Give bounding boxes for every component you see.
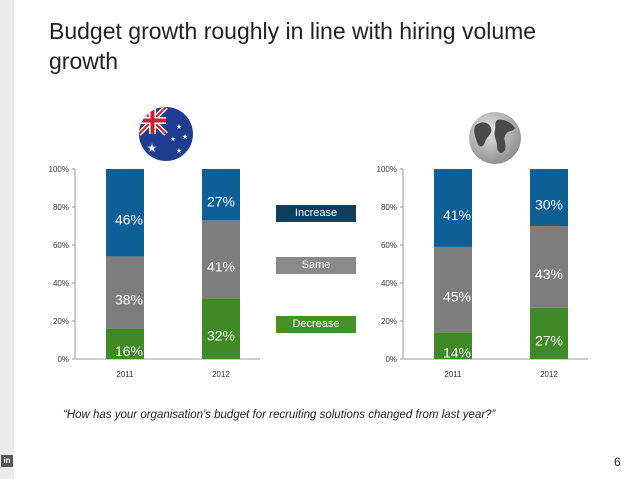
bar-segment-same (530, 226, 568, 308)
data-label: 32% (207, 328, 235, 344)
y-tick-label: 100% (377, 165, 397, 174)
data-label: 41% (443, 207, 471, 223)
bar-segment-increase (434, 169, 472, 247)
bar-segment-same (434, 246, 472, 333)
legend-decrease: Decrease (276, 316, 356, 333)
bar-segment-decrease (434, 332, 472, 359)
survey-question: “How has your organisation's budget for … (63, 409, 496, 421)
bar-segment-decrease (202, 298, 240, 359)
left-brand-strip (0, 0, 14, 479)
data-label: 27% (535, 332, 563, 348)
y-tick-label: 60% (53, 241, 69, 250)
bar-segment-decrease (106, 328, 144, 359)
page-number: 6 (614, 455, 621, 469)
bar-segment-decrease (530, 307, 568, 359)
australia-flag-icon: ★ ★ ★ ★ ★ (139, 107, 193, 161)
svg-text:★: ★ (147, 141, 158, 155)
data-label: 46% (115, 212, 143, 228)
bar-segment-increase (106, 169, 144, 257)
y-tick-label: 100% (49, 165, 69, 174)
chart-australia: 0% 20% 40% 60% 80% 100% 16% 38% 46% 2011 32% 41% 27%… (40, 162, 290, 397)
bar-segment-increase (530, 169, 568, 226)
y-tick-label: 40% (381, 279, 397, 288)
data-label: 16% (115, 343, 143, 359)
svg-text:★: ★ (176, 123, 182, 131)
x-tick-label: 2011 (444, 370, 462, 379)
data-label: 14% (443, 345, 471, 361)
data-label: 43% (535, 266, 563, 282)
bar-segment-same (202, 220, 240, 299)
slide-title: Budget growth roughly in line with hirin… (49, 18, 537, 74)
y-tick-label: 20% (53, 317, 69, 326)
linkedin-icon: in (1, 455, 13, 467)
x-tick-label: 2011 (116, 370, 134, 379)
y-tick-label: 80% (381, 203, 397, 212)
data-label: 45% (443, 289, 471, 305)
data-label: 41% (207, 258, 235, 274)
data-label: 38% (115, 292, 143, 308)
x-tick-label: 2012 (212, 370, 230, 379)
data-label: 27% (207, 194, 235, 210)
globe-icon (469, 112, 521, 164)
legend-increase: Increase (276, 205, 356, 222)
y-tick-label: 80% (53, 203, 69, 212)
y-tick-label: 20% (381, 317, 397, 326)
y-tick-label: 60% (381, 241, 397, 250)
svg-text:★: ★ (170, 136, 175, 143)
data-label: 30% (535, 197, 563, 213)
bar-segment-same (106, 256, 144, 329)
y-tick-label: 0% (57, 355, 69, 364)
y-tick-label: 0% (385, 355, 397, 364)
chart-global: 0% 20% 40% 60% 80% 100% 14% 45% 41% 2011 27% 43% 30%… (368, 162, 618, 397)
bar-segment-increase (202, 169, 240, 221)
svg-text:★: ★ (176, 147, 182, 155)
legend-same: Same (276, 257, 356, 274)
y-tick-label: 40% (53, 279, 69, 288)
x-tick-label: 2012 (540, 370, 558, 379)
svg-text:★: ★ (182, 133, 188, 141)
